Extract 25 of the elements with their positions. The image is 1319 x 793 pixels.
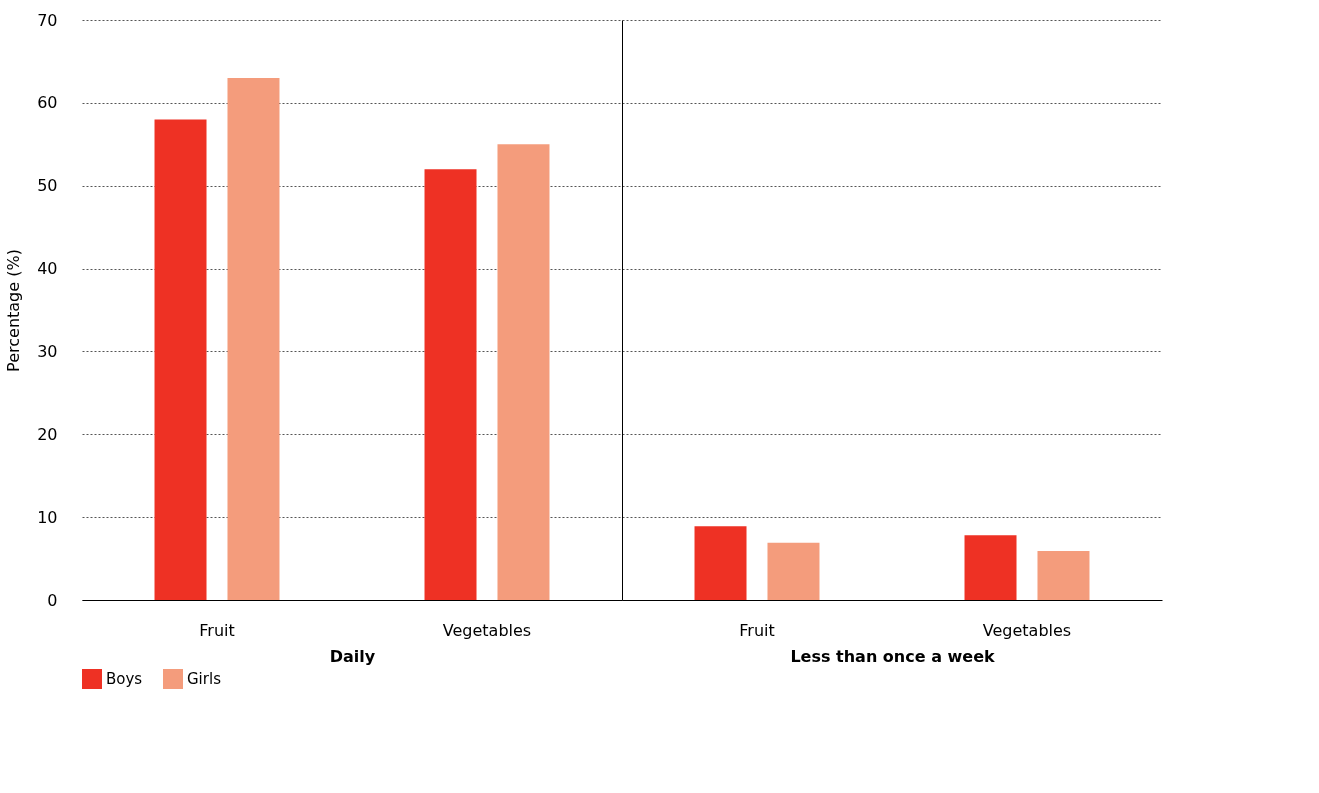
y-axis-title: Percentage (%) (4, 249, 24, 372)
y-tick-label: 60 (37, 93, 58, 113)
bar (497, 144, 550, 600)
x-axis-title: Daily (329, 646, 376, 666)
y-tick-label: 30 (37, 341, 58, 361)
bar (767, 542, 820, 600)
y-tick-label: 40 (37, 259, 58, 279)
bar (964, 535, 1017, 600)
x-tick-label: Vegetables (442, 620, 532, 640)
bar (154, 119, 207, 600)
y-tick-label: 70 (37, 10, 58, 30)
x-axis-title: Less than once a week (790, 646, 995, 666)
bar (227, 78, 280, 600)
y-tick-label: 10 (37, 507, 58, 527)
y-tick-label: 0 (47, 590, 58, 610)
legend-label: Girls (187, 670, 222, 688)
x-tick-label: Vegetables (982, 620, 1072, 640)
bar (1037, 551, 1090, 600)
bar (694, 526, 747, 600)
legend-label: Boys (106, 670, 143, 688)
y-tick-label: 50 (37, 176, 58, 196)
bar (424, 169, 477, 600)
y-tick-label: 20 (37, 424, 58, 444)
x-tick-label: Fruit (739, 620, 775, 640)
x-tick-label: Fruit (199, 620, 235, 640)
